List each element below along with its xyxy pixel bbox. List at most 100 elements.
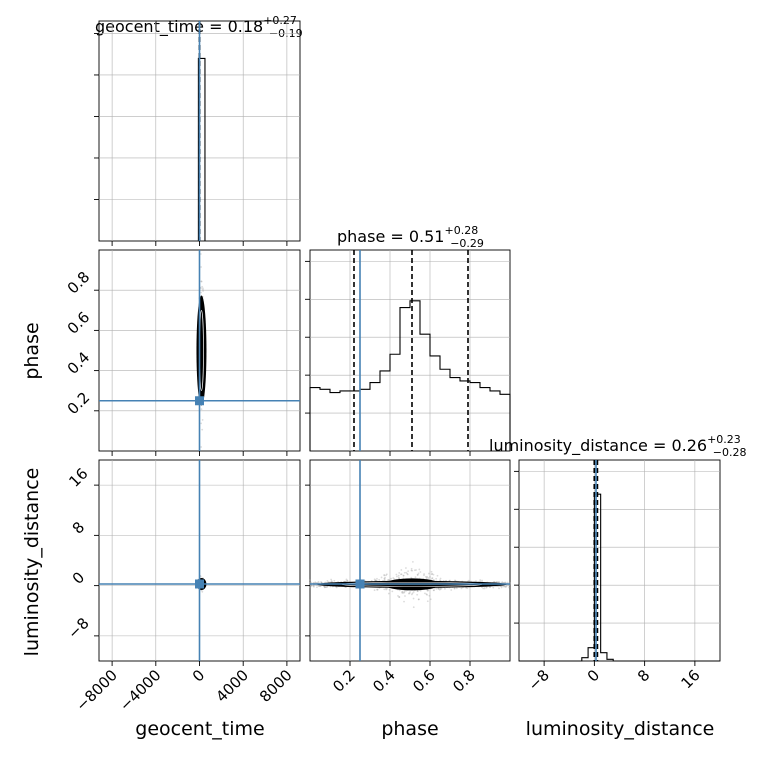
sample-point <box>433 589 435 592</box>
sample-point <box>404 595 406 597</box>
sample-point <box>318 585 321 588</box>
sample-point <box>466 587 469 590</box>
sample-point <box>453 587 456 589</box>
truth-marker <box>355 579 365 589</box>
sample-point <box>410 593 413 596</box>
sample-point <box>411 560 414 563</box>
sample-point <box>481 579 483 582</box>
sample-point <box>449 579 451 582</box>
sample-point <box>497 581 499 583</box>
sample-point <box>508 584 510 587</box>
sample-point <box>383 574 386 577</box>
sample-point <box>506 581 509 584</box>
sample-point <box>411 592 414 595</box>
sample-point <box>426 593 428 596</box>
sample-point <box>331 581 333 583</box>
sample-point <box>402 574 405 577</box>
y-axis-label-luminosity-distance: luminosity_distance <box>21 468 43 657</box>
y-tick-label: 0.8 <box>64 268 94 298</box>
sample-point <box>406 572 409 575</box>
y-tick-label: 16 <box>65 464 91 490</box>
sample-point <box>479 579 482 581</box>
sample-point <box>200 408 203 411</box>
sample-point <box>383 574 386 576</box>
sample-point <box>483 587 486 590</box>
sample-point <box>402 591 405 594</box>
sample-point <box>497 585 500 588</box>
sample-point <box>416 593 419 596</box>
y-axis-label-phase: phase <box>21 322 43 379</box>
sample-point <box>438 588 441 591</box>
sample-point <box>386 579 389 582</box>
sample-point <box>465 586 467 589</box>
sample-point <box>416 573 419 576</box>
sample-point <box>429 598 432 601</box>
sample-point <box>429 576 431 578</box>
x-tick-label: 8 <box>634 666 653 685</box>
sample-point <box>508 586 511 589</box>
sample-point <box>326 586 328 589</box>
sample-point <box>440 587 443 590</box>
sample-point <box>485 586 488 589</box>
sample-point <box>384 587 387 590</box>
sample-point <box>373 589 376 592</box>
histogram-phase <box>309 300 511 451</box>
sample-point <box>202 288 204 291</box>
sample-point <box>395 573 398 576</box>
sample-point <box>325 586 327 589</box>
sample-point <box>388 579 390 582</box>
sample-point <box>345 578 348 581</box>
panel-distance-hist <box>518 459 721 662</box>
sample-point <box>495 581 498 583</box>
sample-point <box>427 572 430 575</box>
x-tick-label: −8 <box>525 666 553 694</box>
sample-point <box>320 581 322 583</box>
sample-point <box>425 577 428 579</box>
sample-point <box>323 586 326 589</box>
sample-point <box>398 572 401 574</box>
sample-point <box>416 590 419 592</box>
sample-point <box>397 574 400 577</box>
sample-point <box>201 285 204 288</box>
sample-point <box>323 585 325 588</box>
sample-point <box>410 567 413 570</box>
sample-point <box>427 589 430 592</box>
sample-point <box>504 581 507 584</box>
sample-point <box>317 585 320 587</box>
sample-point <box>432 579 435 581</box>
sample-point <box>432 589 435 592</box>
sample-point <box>418 568 421 571</box>
sample-point <box>430 570 433 573</box>
sample-point <box>200 287 202 290</box>
sample-point <box>324 586 326 588</box>
x-axis-label-phase: phase <box>381 718 438 740</box>
sample-point <box>407 592 410 595</box>
x-tick-label: 0 <box>189 666 208 685</box>
sample-point <box>376 577 378 580</box>
sample-point <box>453 587 456 590</box>
sample-point <box>330 580 333 582</box>
sample-point <box>392 577 395 579</box>
sample-point <box>312 584 315 587</box>
sample-point <box>313 585 315 588</box>
sample-point <box>385 574 387 577</box>
sample-point <box>428 594 431 597</box>
sample-point <box>437 587 440 590</box>
sample-point <box>498 581 501 584</box>
sample-point <box>396 575 398 578</box>
sample-point <box>505 585 507 588</box>
sample-point <box>406 573 409 576</box>
sample-point <box>335 586 338 589</box>
sample-point <box>417 572 420 575</box>
sample-point <box>450 589 453 591</box>
sample-point <box>426 589 429 592</box>
sample-point <box>417 598 420 601</box>
chart-marks: −8000−4000 0 4000 8000 0.2 0.4 0.6 0.8 −8 0 8 160.2… <box>64 21 720 715</box>
sample-point <box>330 578 333 581</box>
sample-point <box>412 606 415 609</box>
sample-point <box>326 580 329 582</box>
sample-point <box>412 597 415 600</box>
sample-point <box>439 579 441 582</box>
sample-point <box>455 587 458 590</box>
